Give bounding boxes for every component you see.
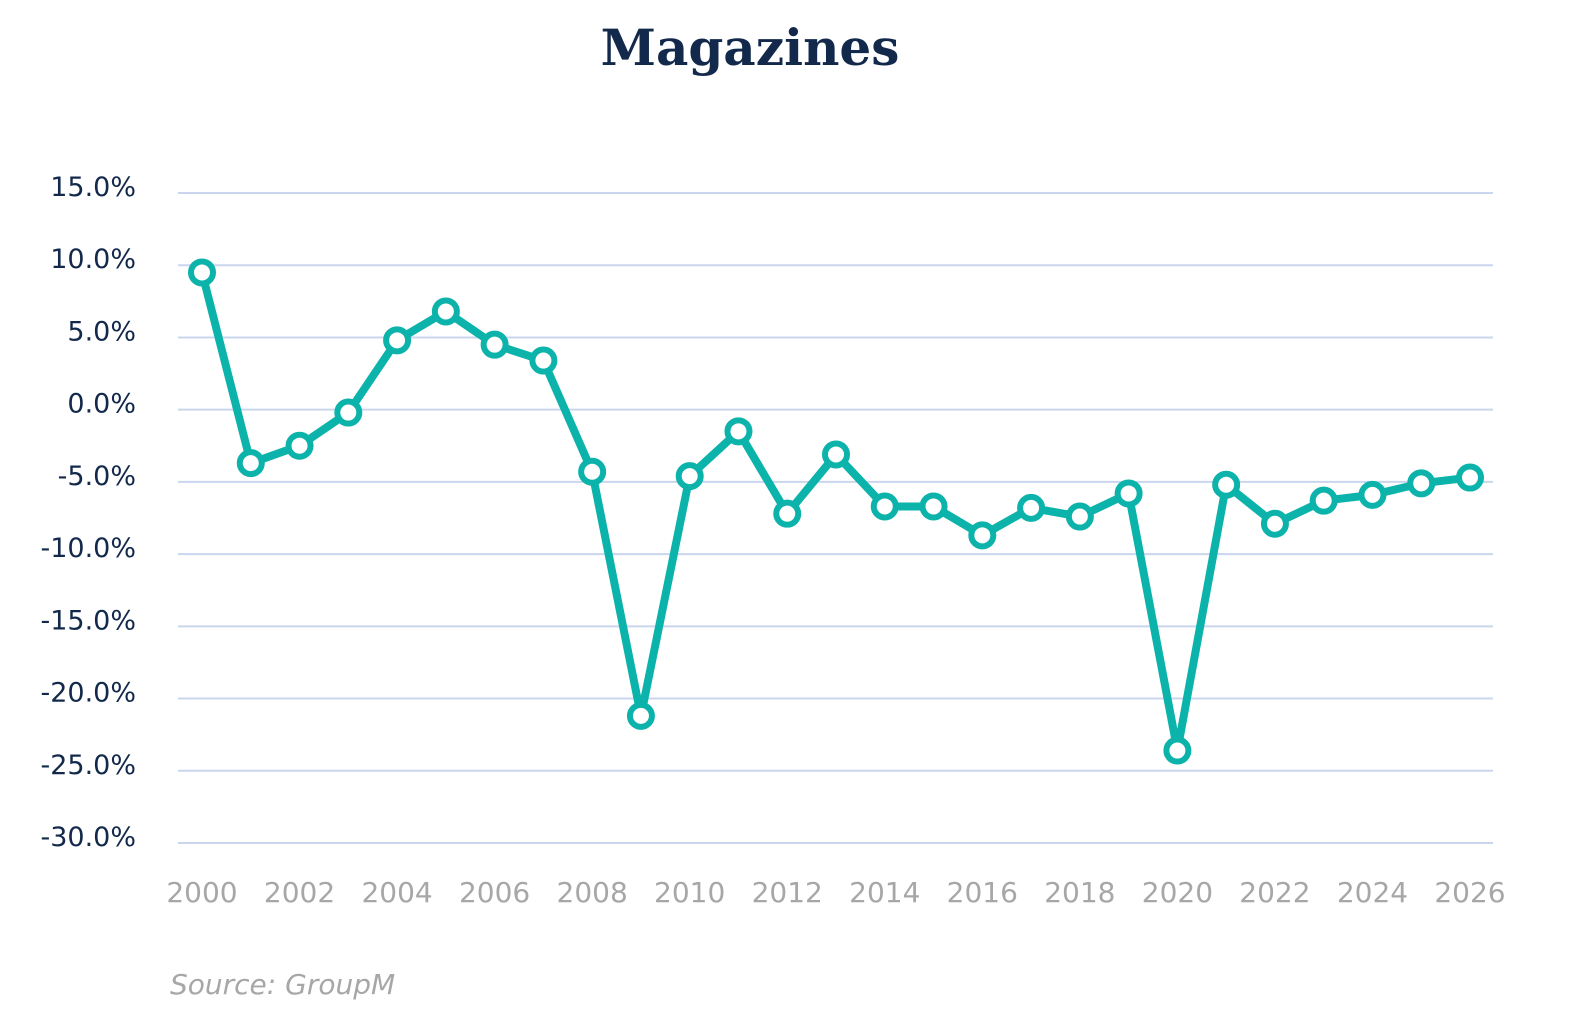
data-point — [1114, 479, 1143, 508]
y-tick-label: -30.0% — [40, 822, 136, 853]
data-point — [1017, 493, 1046, 522]
data-point — [675, 462, 704, 491]
y-tick-label: 0.0% — [67, 389, 136, 420]
source-note: Source: GroupM — [170, 968, 396, 1001]
data-point — [870, 492, 899, 521]
data-point — [383, 326, 412, 355]
data-point — [968, 521, 997, 550]
y-tick-label: -10.0% — [40, 533, 136, 564]
data-point — [285, 431, 314, 460]
data-point — [1260, 509, 1289, 538]
data-point — [334, 398, 363, 427]
x-tick-label: 2026 — [1434, 876, 1505, 909]
x-tick-label: 2022 — [1239, 876, 1310, 909]
x-tick-label: 2006 — [459, 876, 530, 909]
data-point — [188, 258, 216, 287]
data-point — [1456, 463, 1484, 492]
x-tick-label: 2010 — [654, 876, 725, 909]
chart-title: Magazines — [600, 18, 900, 77]
data-point — [1163, 736, 1192, 765]
data-point — [1212, 470, 1241, 499]
data-point — [773, 499, 802, 528]
x-tick-label: 2018 — [1044, 876, 1115, 909]
x-tick-label: 2004 — [361, 876, 432, 909]
y-tick-label: 10.0% — [50, 244, 136, 275]
x-tick-label: 2002 — [264, 876, 335, 909]
x-tick-label: 2016 — [947, 876, 1018, 909]
y-tick-label: 15.0% — [50, 172, 136, 203]
y-tick-label: -5.0% — [58, 461, 136, 492]
x-tick-label: 2012 — [752, 876, 823, 909]
x-tick-label: 2014 — [849, 876, 920, 909]
y-axis-ticks: 15.0% 10.0% 5.0% 0.0% -5.0% -10.0% -15.0% -20.0… — [40, 172, 136, 853]
series-layer — [188, 258, 1484, 765]
x-axis-ticks: 2000 2002 2004 2006 2008 2010 2012 2014 2016 2018… — [166, 876, 1505, 909]
data-point — [626, 701, 655, 730]
data-point — [724, 417, 753, 446]
y-tick-label: -20.0% — [40, 678, 136, 709]
data-point — [431, 297, 460, 326]
x-tick-label: 2000 — [166, 876, 237, 909]
x-tick-label: 2008 — [557, 876, 628, 909]
data-point — [578, 457, 607, 486]
data-point — [529, 346, 558, 375]
data-point — [919, 492, 948, 521]
data-point — [1065, 502, 1094, 531]
data-point — [1309, 486, 1338, 515]
data-point — [822, 440, 850, 469]
data-point — [1358, 480, 1387, 509]
x-tick-label: 2024 — [1337, 876, 1408, 909]
y-tick-label: -25.0% — [40, 750, 136, 781]
data-point — [480, 330, 509, 359]
y-tick-label: -15.0% — [40, 605, 136, 636]
data-point — [1407, 469, 1436, 498]
data-point — [236, 449, 265, 478]
x-tick-label: 2020 — [1142, 876, 1213, 909]
y-tick-label: 5.0% — [67, 316, 136, 347]
